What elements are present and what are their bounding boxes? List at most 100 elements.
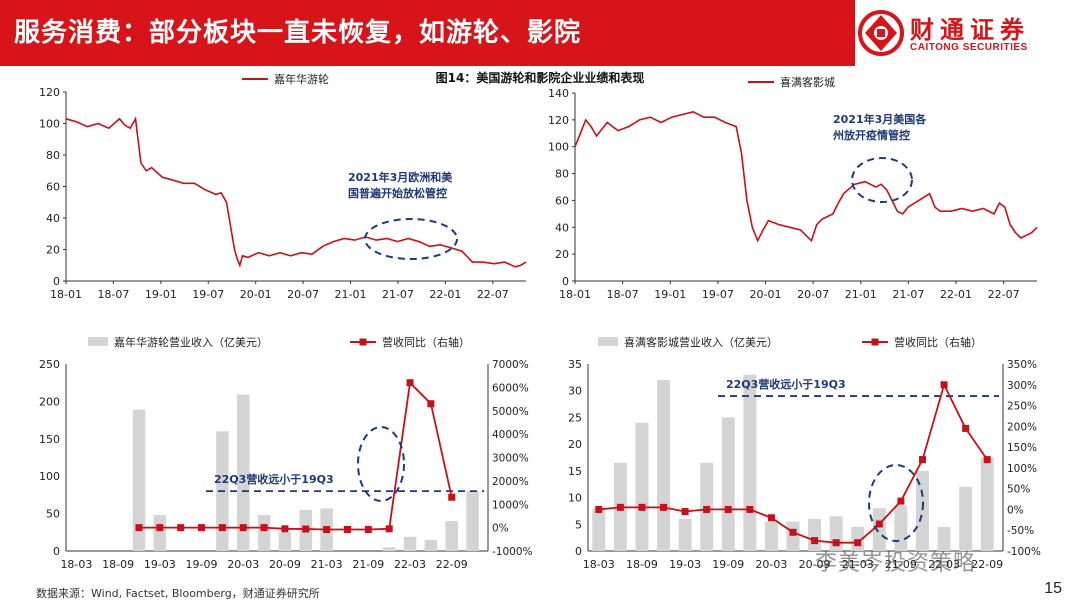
cinemark-revenue-yoy-marker (767, 514, 775, 522)
carnival-revenue-legend-line-label: 营收同比（右轴） (382, 335, 470, 349)
carnival-revenue-yoy-marker (177, 524, 185, 532)
carnival-revenue-yoy-marker (448, 493, 456, 501)
carnival-revenue-bar (403, 536, 417, 551)
cinemark-revenue-bar (872, 508, 886, 551)
carnival-revenue-right-tick-label: 0% (492, 523, 509, 535)
carnival-revenue-right-tick-label: -1000% (492, 546, 533, 558)
cinemark-revenue-x-tick-label: 22-03 (928, 558, 960, 571)
carnival-revenue-left-tick-label: 200 (39, 395, 60, 408)
carnival-price-x-tick-label: 18-01 (50, 288, 82, 301)
carnival-revenue-x-tick-label: 19-09 (186, 558, 218, 571)
cinemark-price-x-tick-label: 21-01 (845, 288, 877, 301)
carnival-revenue-bar (424, 539, 438, 551)
cinemark-revenue-bar (635, 422, 649, 551)
cinemark-revenue-bar (980, 457, 994, 551)
carnival-revenue-right-tick-label: 1000% (492, 499, 529, 511)
carnival-revenue-right-tick-label: 6000% (492, 382, 529, 394)
cinemark-price-y-tick-label: 80 (555, 168, 569, 181)
carnival-revenue-x-tick-label: 20-09 (269, 558, 301, 571)
logo-english-name: CAITONG SECURITIES (910, 42, 1028, 53)
cinemark-price-x-tick-label: 20-01 (750, 288, 782, 301)
cinemark-price-x-tick-label: 22-01 (940, 288, 972, 301)
carnival-revenue-highlight-ellipse (357, 426, 405, 502)
carnival-revenue-x-tick-label: 20-03 (227, 558, 259, 571)
cinemark-revenue-yoy-marker (681, 508, 689, 516)
carnival-revenue-yoy-marker (281, 525, 289, 533)
cinemark-revenue-right-tick-label: -100% (1007, 546, 1041, 558)
carnival-revenue-x-tick-label: 22-09 (436, 558, 468, 571)
carnival-price-x-tick-label: 20-01 (240, 288, 272, 301)
carnival-price-x-tick-label: 22-07 (477, 288, 509, 301)
cinemark-revenue-right-tick-label: 300% (1007, 380, 1037, 392)
cinemark-revenue-legend-line-marker (871, 338, 879, 346)
carnival-revenue-bar (466, 491, 479, 551)
carnival-price-y-tick-label: 40 (46, 212, 60, 225)
carnival-revenue-x-tick-label: 19-03 (144, 558, 176, 571)
cinemark-revenue-left-tick-label: 30 (568, 385, 582, 398)
carnival-revenue-yoy-marker (260, 524, 268, 532)
cinemark-annotation-line2: 州放开疫情管控 (832, 128, 910, 142)
cinemark-revenue-right-tick-label: 100% (1007, 463, 1037, 475)
cinemark-revenue-bar (721, 417, 735, 551)
cinemark-revenue-right-tick-label: 50% (1007, 484, 1030, 496)
page-title: 服务消费：部分板块一直未恢复，如游轮、影院 (14, 18, 582, 48)
page-number: 15 (1044, 580, 1062, 597)
header-red-bar: 服务消费：部分板块一直未恢复，如游轮、影院 (0, 0, 855, 66)
cinemark-revenue-left-tick-label: 5 (575, 518, 582, 531)
cinemark-revenue-left-tick-label: 10 (568, 492, 582, 505)
cinemark-revenue-yoy-marker (854, 539, 862, 547)
cinemark-revenue-yoy-marker (811, 537, 819, 545)
cinemark-revenue-yoy-marker (940, 381, 948, 389)
cinemark-revenue-x-tick-label: 22-09 (971, 558, 1003, 571)
carnival-revenue-yoy-marker (302, 525, 310, 533)
carnival-revenue-right-tick-label: 7000% (492, 359, 529, 371)
carnival-revenue-left-tick-label: 150 (39, 433, 60, 446)
cinemark-revenue-bar (916, 470, 929, 551)
carnival-revenue-left-tick-label: 250 (39, 358, 60, 371)
cinemark-revenue-highlight-ellipse (868, 464, 924, 542)
carnival-revenue-x-tick-label: 18-03 (60, 558, 92, 571)
cinemark-revenue-x-tick-label: 21-09 (885, 558, 917, 571)
carnival-revenue-yoy-marker (406, 379, 414, 387)
carnival-revenue-yoy-marker (239, 524, 247, 532)
cinemark-revenue-left-tick-label: 35 (568, 358, 582, 371)
cinemark-highlight-ellipse (851, 157, 913, 203)
cinemark-price-y-tick-label: 100 (548, 141, 569, 154)
cinemark-revenue-bar (592, 508, 606, 551)
cinemark-revenue-left-tick-label: 25 (568, 411, 582, 424)
cinemark-price-x-tick-label: 19-07 (702, 288, 734, 301)
carnival-revenue-bar (278, 532, 292, 551)
cinemark-price-y-tick-label: 60 (555, 194, 569, 207)
cinemark-revenue-yoy-marker (918, 456, 926, 464)
carnival-revenue-yoy-marker (343, 525, 351, 533)
cinemark-revenue-x-tick-label: 20-09 (799, 558, 831, 571)
cinemark-annotation-line1: 2021年3月美国各 (833, 112, 927, 126)
cinemark-revenue-yoy-marker (724, 505, 732, 513)
cinemark-revenue-yoy-marker (703, 505, 711, 513)
cinemark-price-x-tick-label: 19-01 (654, 288, 686, 301)
cinemark-revenue-reference-label: 22Q3营收远小于19Q3 (726, 377, 846, 391)
carnival-annotation-line2: 国普遍开始放松管控 (348, 186, 447, 200)
carnival-revenue-right-tick-label: 4000% (492, 429, 529, 441)
cinemark-revenue-right-tick-label: 150% (1007, 442, 1037, 454)
cinemark-price-x-tick-label: 22-07 (988, 288, 1020, 301)
cinemark-revenue-yoy-marker (789, 528, 797, 536)
cinemark-price-series-line (574, 110, 1038, 243)
cinemark-revenue-right-tick-label: 350% (1007, 359, 1037, 371)
cinemark-revenue-yoy-marker (875, 520, 883, 528)
carnival-revenue-bar (153, 515, 167, 551)
carnival-revenue-yoy-marker (156, 524, 164, 532)
cinemark-revenue-left-tick-label: 0 (575, 545, 582, 558)
carnival-revenue-right-tick-label: 5000% (492, 406, 529, 418)
cinemark-revenue-legend-line-label: 营收同比（右轴） (894, 335, 982, 349)
cinemark-price-legend-label: 喜满客影城 (780, 75, 835, 89)
carnival-revenue-reference-label: 22Q3营收远小于19Q3 (214, 472, 334, 486)
carnival-price-x-tick-label: 19-07 (192, 288, 224, 301)
cinemark-revenue-left-tick-label: 15 (568, 465, 582, 478)
cinemark-revenue-yoy-marker (832, 539, 840, 547)
cinemark-revenue-yoy-marker (983, 456, 991, 464)
carnival-revenue-bar (236, 394, 250, 551)
cinemark-revenue-yoy-marker (660, 503, 668, 511)
cinemark-revenue-legend-bar-swatch (598, 337, 618, 346)
